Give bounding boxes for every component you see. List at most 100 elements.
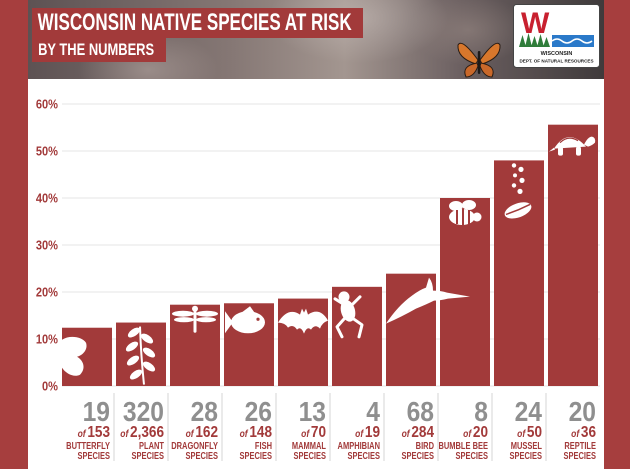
frog-icon-legs [333,295,364,339]
species-icons [62,136,596,385]
logo-tree [537,34,544,47]
category-name: MUSSEL [511,440,543,451]
dragonfly-icon [172,305,218,333]
of-connector: of [402,428,411,439]
plant-icon-leaf [140,333,154,344]
category-suffix: SPECIES [294,450,327,461]
turtle-icon-pattern [559,137,579,144]
of-connector: of [240,428,249,439]
plant-icon [125,326,156,385]
at-risk-count: 24 [515,396,543,428]
species-total: of 153 [78,424,110,441]
of-connector: of [78,428,87,439]
category-name: PLANT [139,440,164,451]
bat-icon-shape [278,308,328,334]
species-total: of 148 [240,424,272,441]
category-suffix: SPECIES [510,450,543,461]
at-risk-count: 320 [123,396,164,428]
category-name: DRAGONFLY [171,440,218,451]
species-total: of 162 [186,424,218,441]
category-name: BIRD [416,440,434,451]
logo-name: WISCONSIN [541,51,573,57]
species-total: of 70 [301,424,326,441]
total-count: 148 [249,424,272,441]
frog-icon-head [338,291,350,303]
category-name: REPTILE [564,440,596,451]
mussel-icon [504,163,532,219]
species-total: of 20 [463,424,488,441]
category-suffix: SPECIES [186,450,219,461]
mussel-icon-bubble [511,183,517,188]
dragonfly-icon-wing [172,310,194,317]
logo-wave [551,38,593,44]
logo-tree [531,36,538,47]
title-banner: WISCONSIN NATIVE SPECIES AT RISK [32,8,363,38]
category-suffix: SPECIES [402,450,435,461]
monarch-wing [479,62,494,78]
at-risk-count: 19 [83,396,110,428]
category-name: AMPHIBIAN [338,440,380,451]
dragonfly-icon-head [192,305,198,312]
wi-dnr-logo: W WISCONSIN DEPT. OF NATURAL RESOURCES [513,4,600,68]
butterfly-icon [62,336,87,376]
dragonfly-icon-wing [196,310,218,317]
logo-tree [525,33,532,47]
turtle-icon-head [584,136,596,147]
of-connector: of [355,428,364,439]
turtle-icon-leg [576,146,581,156]
fish-icon-eye [256,317,260,321]
total-count: 162 [195,424,218,441]
total-count: 20 [473,424,488,441]
bar-bumble-bee [440,198,490,386]
total-count: 153 [87,424,110,441]
at-risk-count: 20 [569,396,596,428]
y-tick-label: 20% [36,285,58,300]
bee-icon-wing [449,201,463,211]
category-name: FISH [255,440,272,451]
category-suffix: SPECIES [348,450,381,461]
turtle-icon-tail [549,147,555,152]
species-total: of 50 [517,424,542,441]
plant-icon-leaf [129,369,143,380]
page-subtitle: BY THE NUMBERS [38,40,155,59]
mussel-icon-bubble [511,163,517,168]
total-count: 70 [311,424,326,441]
bee-icon [449,200,482,225]
at-risk-count: 28 [191,396,218,428]
of-connector: of [120,428,129,439]
turtle-icon-leg [558,146,563,156]
butterfly-icon-shape [62,336,87,376]
species-total: of 36 [571,424,596,441]
bar-mussel [494,160,544,386]
y-tick-label: 50% [36,144,58,159]
total-count: 36 [581,424,596,441]
crane-icon-shape [386,277,470,324]
of-connector: of [463,428,472,439]
bars [62,124,598,387]
logo-monogram: W [521,7,550,40]
dragonfly-icon-wing [174,317,194,323]
total-count: 50 [527,424,542,441]
plant-icon-leaf [142,361,156,372]
fish-icon [225,306,265,334]
of-connector: of [517,428,526,439]
y-tick-label: 0% [42,379,58,394]
plant-icon-leaf [142,347,156,358]
y-axis: 0% 10% 20% 30% 40% 50% 60% [36,97,58,394]
mussel-icon-bubble [518,166,524,172]
category-name: MAMMAL [292,440,327,451]
fish-icon-fin [242,306,255,314]
page-title: WISCONSIN NATIVE SPECIES AT RISK [37,9,352,36]
monarch-wing [479,42,501,65]
logo-trees [519,33,550,47]
dragonfly-icon-body [193,308,197,333]
